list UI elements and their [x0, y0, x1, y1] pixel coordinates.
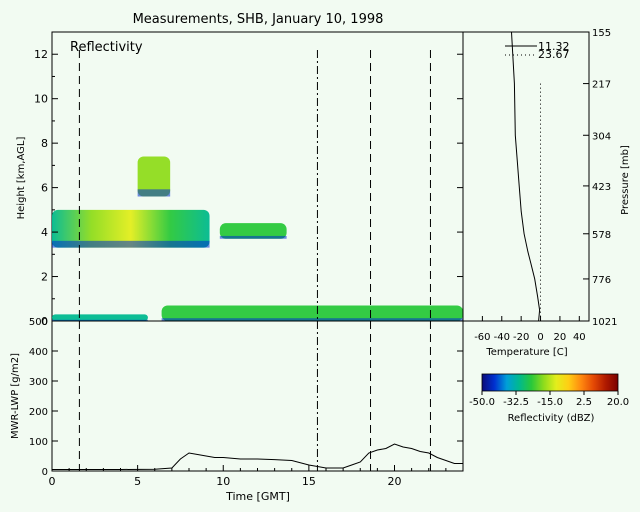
temperature-tick-label: -20: [513, 332, 529, 343]
echo-region: [219, 223, 287, 239]
y-tick-label: 12: [34, 48, 48, 61]
sounding-series: [511, 31, 541, 322]
lwp-y-tick-label: 200: [29, 407, 48, 418]
pressure-tick-label: 155: [592, 28, 611, 39]
lwp-y-axis-label: MWR-LWP [g/m2]: [10, 353, 21, 439]
time-tick-label: 20: [388, 475, 402, 488]
time-tick-label: 0: [49, 475, 56, 488]
temperature-tick-label: 40: [573, 332, 586, 343]
echo-region: [52, 209, 210, 248]
echo-region-edge: [219, 235, 287, 239]
reflectivity-plot-frame: [51, 31, 464, 322]
colorbar-tick-label: -32.5: [503, 397, 529, 408]
colorbar-ticks: -50.0 -32.5 -15.0 2.5 20.0: [469, 391, 629, 408]
echo-region: [52, 314, 148, 321]
pressure-tick-label: 776: [592, 275, 611, 286]
lwp-y-tick-label: 0: [42, 467, 48, 478]
echo-region-edge: [161, 318, 463, 321]
temperature-tick-label: 0: [537, 332, 543, 343]
lwp-x-ticks: 0 5 10 15 20: [49, 465, 447, 488]
lwp-y-tick-label: 300: [29, 377, 48, 388]
sounding-temperature-ticks: -60 -40 -20 0 20 40: [474, 316, 586, 343]
reflectivity-y-axis-label: Height [km,AGL]: [16, 137, 27, 220]
sounding-pressure-ticks: 155 217 304 423 578 776 1021: [583, 28, 617, 328]
sounding-panel: 155 217 304 423 578 776 1021 -60 -40 -20 0 20 40 Te…: [462, 28, 631, 358]
pressure-tick-label: 578: [592, 230, 611, 241]
time-tick-label: 15: [302, 475, 316, 488]
pressure-tick-label: 304: [592, 131, 611, 142]
pressure-tick-label: 1021: [592, 317, 617, 328]
sounding-y-axis-label: Pressure [mb]: [620, 145, 631, 215]
chart-title: Measurements, SHB, January 10, 1998: [133, 12, 384, 27]
lwp-y-ticks: 0 100 200 300 400 500: [29, 317, 463, 478]
reflectivity-echoes: [52, 156, 463, 321]
lwp-event-lines: [78, 321, 431, 471]
sounding-plot-frame: [462, 31, 590, 322]
legend-series-dotted: 23.67: [538, 48, 570, 61]
y-tick-label: 6: [41, 182, 48, 195]
echo-region-edge: [52, 240, 210, 248]
echo-region-edge: [137, 189, 171, 197]
sounding-legend: 11.32 23.67: [505, 40, 570, 61]
time-tick-label: 5: [134, 475, 141, 488]
lwp-y-tick-label: 500: [29, 317, 48, 328]
reflectivity-y-ticks: 0 2 4 6 8 10 12: [34, 48, 463, 328]
lwp-y-tick-label: 400: [29, 347, 48, 358]
lwp-y-tick-label: 100: [29, 437, 48, 448]
colorbar: -50.0 -32.5 -15.0 2.5 20.0 Reflectivity (dBZ…: [469, 373, 629, 424]
time-tick-label: 10: [216, 475, 230, 488]
y-tick-label: 10: [34, 93, 48, 106]
colorbar-tick-label: 2.5: [576, 397, 592, 408]
y-tick-label: 0: [41, 315, 48, 328]
lwp-plot-frame: [51, 320, 464, 472]
colorbar-label: Reflectivity (dBZ): [508, 413, 595, 424]
temperature-tick-label: -40: [494, 332, 510, 343]
y-tick-label: 2: [41, 271, 48, 284]
echo-region: [137, 156, 171, 197]
lwp-panel: MWR-LWP [g/m2] Time [GMT] 01002003004005…: [10, 317, 464, 503]
colorbar-ramp: [481, 373, 619, 392]
temperature-tick-label: 20: [554, 332, 567, 343]
sounding-line: [511, 31, 541, 322]
lwp-series: [52, 443, 463, 470]
colorbar-tick-label: -50.0: [469, 397, 495, 408]
y-tick-label: 4: [41, 226, 48, 239]
lwp-x-axis-label: Time [GMT]: [225, 490, 290, 503]
reflectivity-panel: Reflectivity Height [km,AGL] 0 2 4 6 8 10 12: [16, 31, 464, 328]
pressure-tick-label: 423: [592, 182, 611, 193]
legend-series-solid: 11.32: [538, 40, 570, 53]
echo-region-edge: [52, 319, 148, 321]
reflectivity-event-lines: [78, 50, 431, 321]
echo-region: [161, 305, 463, 321]
sounding-x-axis-label: Temperature [C]: [485, 347, 567, 358]
y-tick-label: 8: [41, 137, 48, 150]
pressure-tick-label: 217: [592, 80, 611, 91]
colorbar-tick-label: -15.0: [537, 397, 563, 408]
reflectivity-panel-label: Reflectivity: [70, 40, 143, 55]
colorbar-tick-label: 20.0: [607, 397, 629, 408]
temperature-tick-label: -60: [474, 332, 490, 343]
lwp-line: [52, 443, 463, 470]
